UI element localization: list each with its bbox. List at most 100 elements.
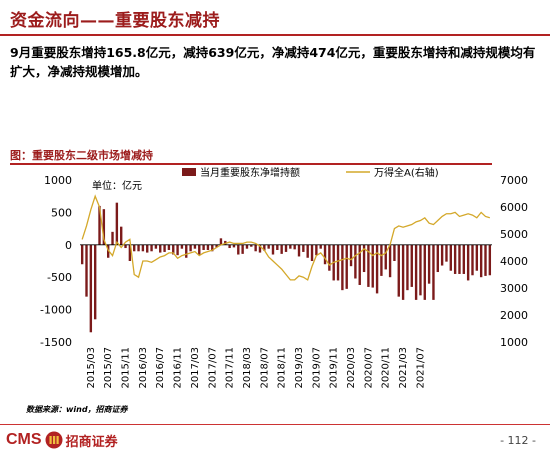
bar-mark — [423, 244, 426, 300]
bar-mark — [185, 244, 188, 258]
x-tick-label: 2015/11 — [121, 347, 132, 389]
logo-latin: CMS — [6, 431, 42, 448]
bar-mark — [189, 244, 192, 252]
bar-mark — [349, 244, 353, 267]
x-tick-label: 2021/07 — [415, 347, 426, 389]
x-tick-label: 2020/03 — [346, 347, 357, 389]
x-tick-label: 2021/03 — [398, 347, 409, 389]
bar-mark — [306, 244, 309, 258]
title-divider — [0, 34, 550, 36]
bar-mark — [401, 244, 405, 300]
bar-mark — [297, 244, 301, 257]
bar-mark — [449, 244, 452, 271]
bar-mark — [219, 238, 223, 245]
legend-bar-swatch — [182, 168, 196, 176]
series-line — [81, 194, 491, 281]
bar-mark — [107, 244, 110, 258]
bar-mark — [362, 244, 366, 273]
x-tick-label: 2018/03 — [242, 347, 253, 389]
bar-mark — [414, 244, 418, 300]
bar-mark — [120, 226, 123, 245]
chart-title-divider — [10, 163, 492, 165]
x-tick-label: 2018/07 — [259, 347, 270, 389]
company-logo: CMS 招商证券 — [6, 430, 118, 450]
chart-legend: 当月重要股东净增持额 万得全A(右轴) — [182, 166, 439, 179]
bar-mark — [432, 244, 435, 300]
chart-title: 图：重要股东二级市场增减持 — [10, 149, 153, 162]
x-tick-label: 2017/07 — [207, 347, 218, 389]
left-tick-label: 0 — [65, 239, 72, 252]
left-tick-label: -1000 — [40, 304, 72, 317]
bar-mark — [258, 244, 262, 253]
bar-mark — [375, 244, 379, 294]
legend-bar-label: 当月重要股东净增持额 — [200, 166, 300, 179]
bar-mark — [471, 244, 474, 276]
bar-mark — [172, 244, 175, 255]
chart: 当月重要股东净增持额 万得全A(右轴) 单位：亿元 10005000-500-1… — [40, 166, 528, 389]
bar-mark — [419, 244, 422, 296]
bar-mark — [241, 244, 244, 254]
bar-mark — [128, 244, 132, 261]
bar-mark — [267, 244, 270, 249]
bar-mark — [98, 205, 101, 245]
bar-mark — [146, 244, 149, 253]
bar-mark — [202, 244, 205, 250]
bar-mark — [458, 244, 461, 274]
bar-mark — [215, 244, 218, 248]
right-tick-label: 6000 — [500, 201, 528, 214]
bar-mark — [254, 244, 257, 252]
x-tick-label: 2019/11 — [329, 347, 340, 389]
bar-mark — [115, 202, 119, 245]
bar-mark — [453, 244, 457, 274]
bar-mark — [488, 244, 492, 276]
bar-mark — [358, 244, 361, 285]
x-tick-label: 2016/03 — [138, 347, 149, 389]
bar-mark — [440, 244, 444, 266]
x-tick-label: 2020/11 — [381, 347, 392, 389]
bar-mark — [336, 244, 340, 281]
bar-mark — [410, 244, 413, 287]
x-tick-label: 2019/07 — [311, 347, 322, 389]
bar-mark — [479, 244, 483, 278]
logo-mark-icon — [45, 431, 63, 449]
bar-mark — [163, 244, 166, 252]
bar-mark — [384, 244, 387, 270]
bar-mark — [380, 244, 383, 276]
bar-mark — [388, 244, 392, 278]
bar-mark — [406, 244, 409, 291]
bar-mark — [89, 244, 93, 333]
page-number: - 112 - — [500, 434, 536, 447]
bar-mark — [237, 244, 240, 255]
bar-mark — [250, 244, 253, 247]
bar-mark — [328, 244, 331, 271]
bar-mark — [293, 244, 296, 250]
right-tick-label: 7000 — [500, 174, 528, 187]
bar-mark — [193, 244, 197, 249]
bar-mark — [484, 244, 487, 276]
bar-mark — [137, 244, 140, 252]
x-tick-label: 2019/03 — [294, 347, 305, 389]
bar-mark — [319, 244, 322, 249]
bar-mark — [371, 244, 374, 288]
bar-mark — [345, 244, 348, 289]
right-tick-label: 1000 — [500, 336, 528, 349]
bar-mark — [150, 244, 153, 252]
bar-mark — [111, 231, 114, 245]
right-tick-label: 3000 — [500, 282, 528, 295]
left-tick-label: 1000 — [44, 174, 72, 187]
logo-chinese: 招商证券 — [65, 434, 118, 450]
bar-mark — [133, 244, 136, 252]
bar-mark — [245, 244, 249, 249]
right-tick-label: 4000 — [500, 255, 528, 268]
x-tick-label: 2017/11 — [225, 347, 236, 389]
bar-mark — [211, 244, 214, 252]
bar-mark — [85, 244, 88, 297]
bar-mark — [466, 244, 470, 281]
bar-mark — [180, 244, 184, 249]
x-tick-label: 2018/11 — [277, 347, 288, 389]
bar-mark — [397, 244, 400, 297]
bar-mark — [80, 244, 84, 265]
x-tick-label: 2016/07 — [155, 347, 166, 389]
bar-mark — [154, 244, 158, 249]
bar-mark — [93, 244, 97, 320]
